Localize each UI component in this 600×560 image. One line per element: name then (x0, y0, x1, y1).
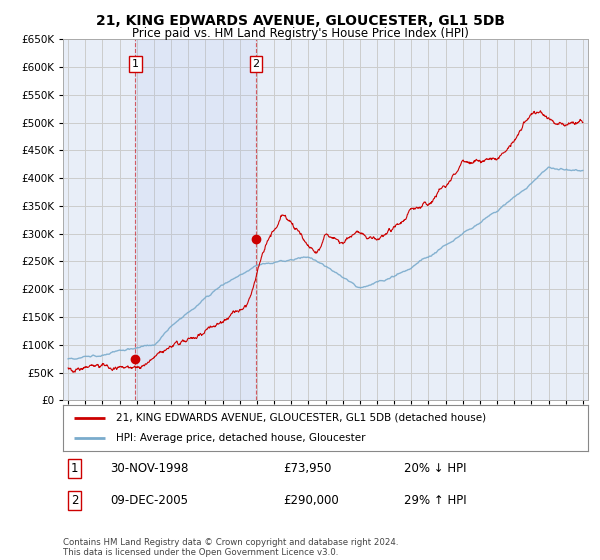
Text: £290,000: £290,000 (284, 493, 339, 507)
Text: 29% ↑ HPI: 29% ↑ HPI (404, 493, 467, 507)
Text: 30-NOV-1998: 30-NOV-1998 (110, 462, 188, 475)
Text: Price paid vs. HM Land Registry's House Price Index (HPI): Price paid vs. HM Land Registry's House … (131, 27, 469, 40)
Bar (136, 39, 256, 400)
Text: 21, KING EDWARDS AVENUE, GLOUCESTER, GL1 5DB: 21, KING EDWARDS AVENUE, GLOUCESTER, GL1… (95, 14, 505, 28)
Text: £73,950: £73,950 (284, 462, 332, 475)
Text: Contains HM Land Registry data © Crown copyright and database right 2024.
This d: Contains HM Land Registry data © Crown c… (63, 538, 398, 557)
Text: HPI: Average price, detached house, Gloucester: HPI: Average price, detached house, Glou… (115, 433, 365, 443)
Text: 1: 1 (132, 59, 139, 69)
Text: 20% ↓ HPI: 20% ↓ HPI (404, 462, 467, 475)
Text: 2: 2 (71, 493, 78, 507)
Text: 2: 2 (252, 59, 259, 69)
Text: 21, KING EDWARDS AVENUE, GLOUCESTER, GL1 5DB (detached house): 21, KING EDWARDS AVENUE, GLOUCESTER, GL1… (115, 413, 485, 423)
Text: 1: 1 (71, 462, 78, 475)
Text: 09-DEC-2005: 09-DEC-2005 (110, 493, 188, 507)
